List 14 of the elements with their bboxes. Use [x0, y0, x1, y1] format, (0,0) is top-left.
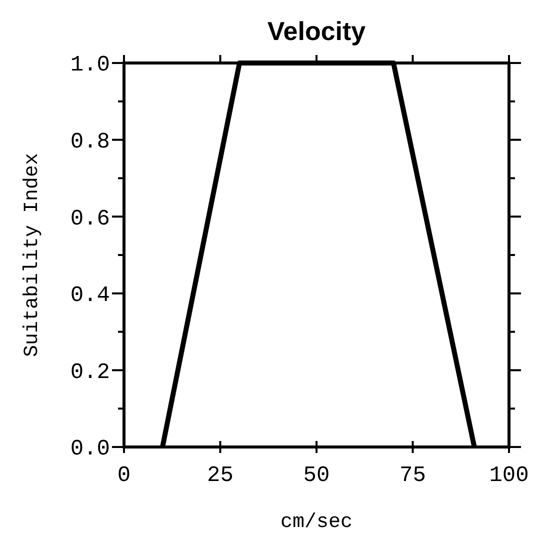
x-tick-label: 25 [207, 463, 234, 488]
y-tick-label: 0.4 [70, 283, 110, 308]
y-axis-title: Suitability Index [21, 152, 44, 358]
chart-title: Velocity [267, 16, 366, 46]
y-tick-label: 0.6 [70, 206, 110, 232]
x-axis-title: cm/sec [280, 511, 353, 534]
y-tick-label: 0.0 [70, 436, 110, 462]
x-tick-label: 0 [117, 463, 131, 488]
x-tick-label: 100 [489, 463, 529, 488]
y-tick-label: 0.8 [70, 130, 110, 154]
y-tick-label: 0.2 [70, 360, 110, 385]
x-tick-label: 50 [303, 463, 330, 488]
y-tick-label: 1.0 [70, 52, 110, 78]
x-tick-label: 75 [400, 463, 426, 488]
